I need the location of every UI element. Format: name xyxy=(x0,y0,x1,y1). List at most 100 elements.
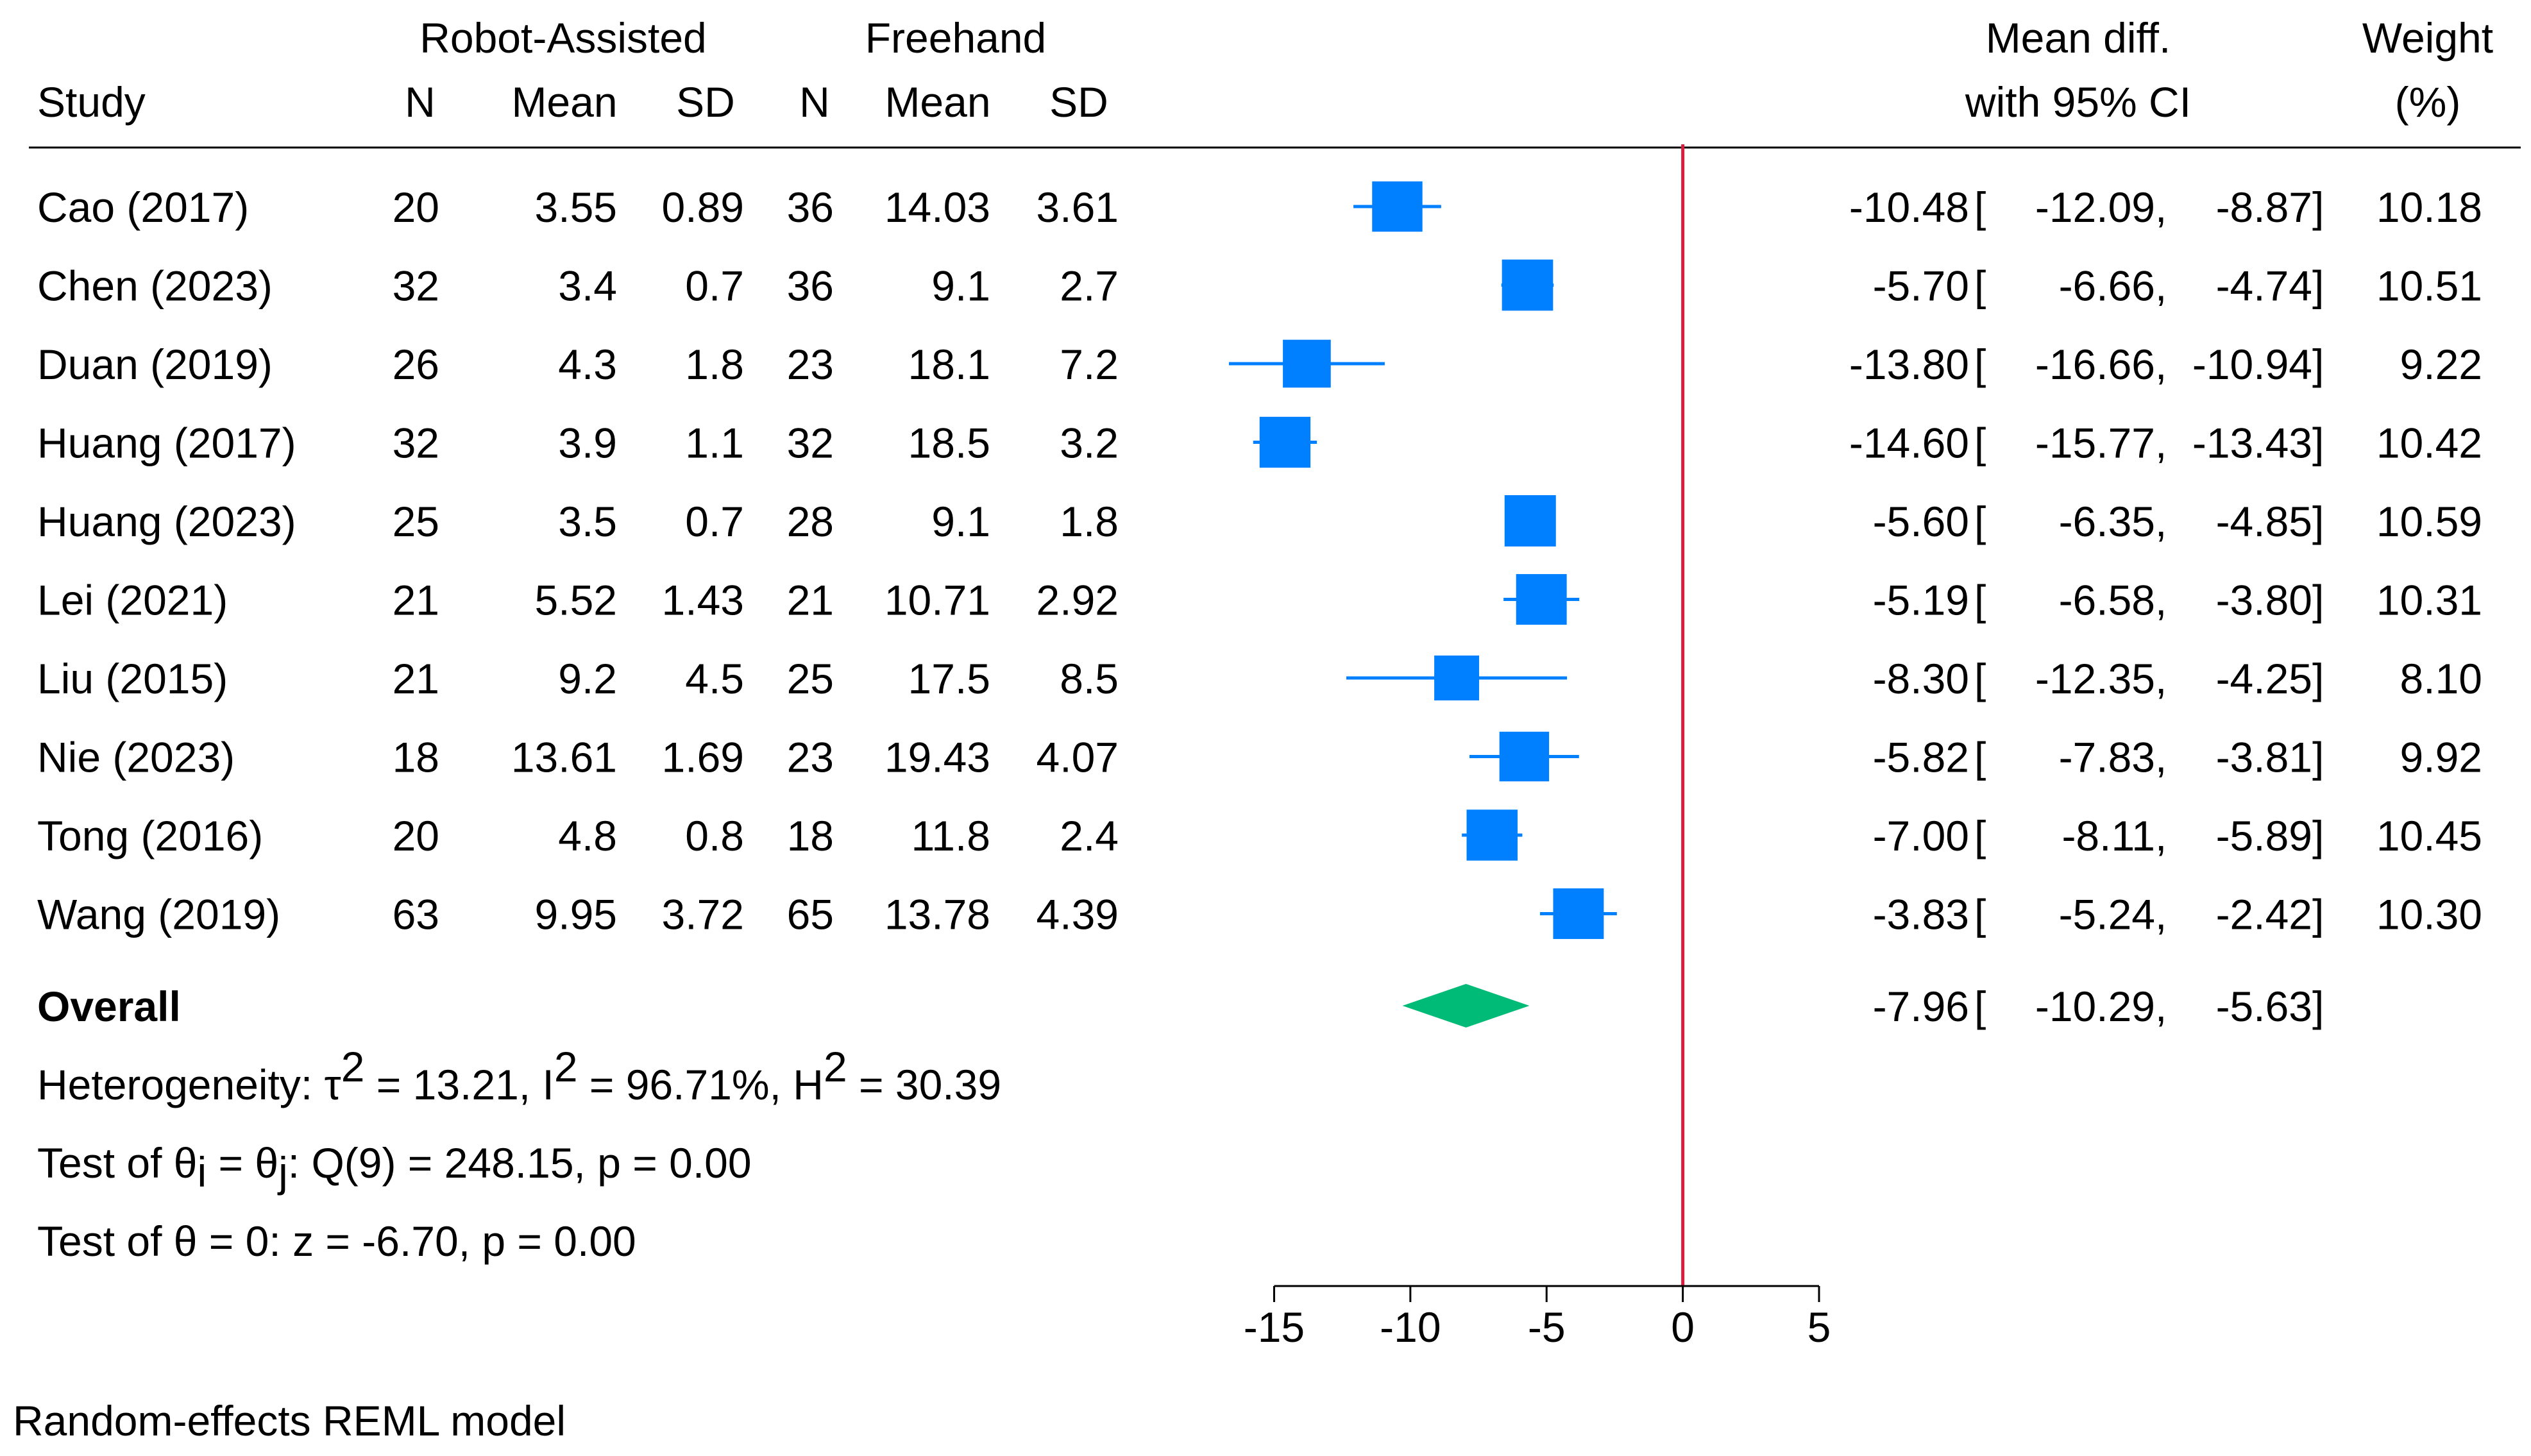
treatment-sd: 1.1 xyxy=(685,419,744,467)
control-sd: 7.2 xyxy=(1060,341,1119,388)
ci-lower: -7.83 xyxy=(2059,734,2155,781)
control-n: 36 xyxy=(787,183,834,231)
ci-upper: -3.81 xyxy=(2216,734,2312,781)
theta-i-subscript: i xyxy=(197,1148,207,1196)
ci-upper: -3.80 xyxy=(2216,577,2312,624)
effect-marker xyxy=(1434,656,1480,700)
treatment-mean: 5.52 xyxy=(535,577,617,624)
control-sd: 2.7 xyxy=(1060,262,1119,310)
treatment-mean: 4.3 xyxy=(558,341,617,388)
ci-upper: -4.25 xyxy=(2216,655,2312,702)
heterogeneity-prefix: Heterogeneity: xyxy=(37,1061,325,1108)
x-tick-label: -15 xyxy=(1244,1303,1305,1351)
effect-marker xyxy=(1259,416,1311,468)
ci-lower: -6.58 xyxy=(2059,577,2155,624)
control-sd: 4.39 xyxy=(1037,891,1119,938)
study-weight: 10.51 xyxy=(2376,262,2482,310)
control-sd: 3.61 xyxy=(1037,183,1119,231)
header-weight-line1: Weight xyxy=(2362,14,2493,62)
effect-md: -7.00 xyxy=(1873,812,1969,859)
header-effect-line2: with 95% CI xyxy=(1965,78,2191,126)
homogeneity-suffix: : Q(9) = 248.15, p = 0.00 xyxy=(288,1139,752,1187)
study-weight: 10.59 xyxy=(2376,498,2482,545)
control-sd: 3.2 xyxy=(1060,419,1119,467)
effect-marker xyxy=(1499,731,1550,782)
study-rows: Cao (2017) 20 3.55 0.89 36 14.03 3.61 -10.48[-1… xyxy=(37,181,2482,939)
ci-open-bracket: [ xyxy=(1974,812,1986,859)
treatment-mean: 3.55 xyxy=(535,183,617,231)
model-note: Random-effects REML model xyxy=(13,1397,566,1444)
ci-open-bracket: [ xyxy=(1974,891,1986,938)
ci-close-bracket: ] xyxy=(2312,183,2324,231)
homogeneity-equals: = xyxy=(207,1139,255,1187)
control-n: 18 xyxy=(787,812,834,859)
ci-lower: -6.66 xyxy=(2059,262,2155,310)
homogeneity-test-text: Test of θi = θj: Q(9) = 248.15, p = 0.00 xyxy=(37,1139,752,1196)
ci-close-bracket: ] xyxy=(2312,655,2324,702)
x-axis: -15 -10 -5 0 5 xyxy=(1244,1286,1831,1351)
ci-upper: -4.74 xyxy=(2216,262,2312,310)
treatment-mean: 3.4 xyxy=(558,262,617,310)
ci-upper: -13.43 xyxy=(2192,419,2312,467)
control-n: 32 xyxy=(787,419,834,467)
treatment-mean: 9.95 xyxy=(535,891,617,938)
study-row: Lei (2021) 21 5.52 1.43 21 10.71 2.92 -5.19[-6.… xyxy=(37,574,2482,625)
x-tick-label: -5 xyxy=(1528,1303,1566,1351)
ci-comma: , xyxy=(2155,262,2167,310)
ci-comma: , xyxy=(2155,812,2167,859)
control-sd: 1.8 xyxy=(1060,498,1119,545)
h-symbol: H xyxy=(793,1061,824,1108)
control-sd: 2.92 xyxy=(1037,577,1119,624)
study-row: Chen (2023) 32 3.4 0.7 36 9.1 2.7 -5.70[-6.66, -… xyxy=(37,259,2482,311)
header-group-treatment: Robot-Assisted xyxy=(419,14,707,62)
theta-j-subscript: j xyxy=(277,1148,288,1196)
effect-md: -8.30 xyxy=(1873,655,1969,702)
control-sd: 4.07 xyxy=(1037,734,1119,781)
treatment-n: 21 xyxy=(393,577,439,624)
ci-lower: -6.35 xyxy=(2059,498,2155,545)
effect-md: -3.83 xyxy=(1873,891,1969,938)
treatment-sd: 0.8 xyxy=(685,812,744,859)
theta-j-symbol: θ xyxy=(255,1139,278,1187)
effect-md: -5.82 xyxy=(1873,734,1969,781)
treatment-mean: 9.2 xyxy=(558,655,617,702)
study-weight: 8.10 xyxy=(2400,655,2482,702)
ci-close-bracket: ] xyxy=(2312,341,2324,388)
ci-close-bracket: ] xyxy=(2312,891,2324,938)
ci-upper: -10.94 xyxy=(2192,341,2312,388)
ci-open-bracket: [ xyxy=(1974,655,1986,702)
ci-lower: -16.66 xyxy=(2035,341,2155,388)
ci-close-bracket: ] xyxy=(2312,498,2324,545)
tau-value: = 13.21, xyxy=(364,1061,542,1108)
treatment-n: 25 xyxy=(393,498,439,545)
header-sd1: SD xyxy=(676,78,735,126)
effect-md: -5.19 xyxy=(1873,577,1969,624)
ci-open-bracket: [ xyxy=(1974,183,1986,231)
treatment-sd: 0.7 xyxy=(685,498,744,545)
ci-open-bracket: [ xyxy=(1974,734,1986,781)
control-n: 36 xyxy=(787,262,834,310)
control-mean: 10.71 xyxy=(885,577,990,624)
study-name: Huang (2023) xyxy=(37,498,296,545)
effect-marker xyxy=(1502,259,1553,311)
effect-marker xyxy=(1372,181,1423,232)
ci-comma: , xyxy=(2155,419,2167,467)
header-mean2: Mean xyxy=(885,78,990,126)
overall-ci-open: [ xyxy=(1974,983,1986,1030)
treatment-sd: 3.72 xyxy=(662,891,744,938)
effect-md: -13.80 xyxy=(1849,341,1969,388)
header-n1: N xyxy=(405,78,436,126)
control-mean: 18.5 xyxy=(908,419,990,467)
header-mean1: Mean xyxy=(511,78,617,126)
ci-lower: -12.35 xyxy=(2035,655,2155,702)
effect-marker xyxy=(1283,339,1331,388)
effect-md: -5.60 xyxy=(1873,498,1969,545)
study-weight: 10.42 xyxy=(2376,419,2482,467)
study-name: Chen (2023) xyxy=(37,262,273,310)
treatment-sd: 4.5 xyxy=(685,655,744,702)
ci-open-bracket: [ xyxy=(1974,577,1986,624)
x-tick-label: 0 xyxy=(1671,1303,1695,1351)
treatment-sd: 1.43 xyxy=(662,577,744,624)
effect-md: -10.48 xyxy=(1849,183,1969,231)
theta-i-symbol: θ xyxy=(174,1139,198,1187)
